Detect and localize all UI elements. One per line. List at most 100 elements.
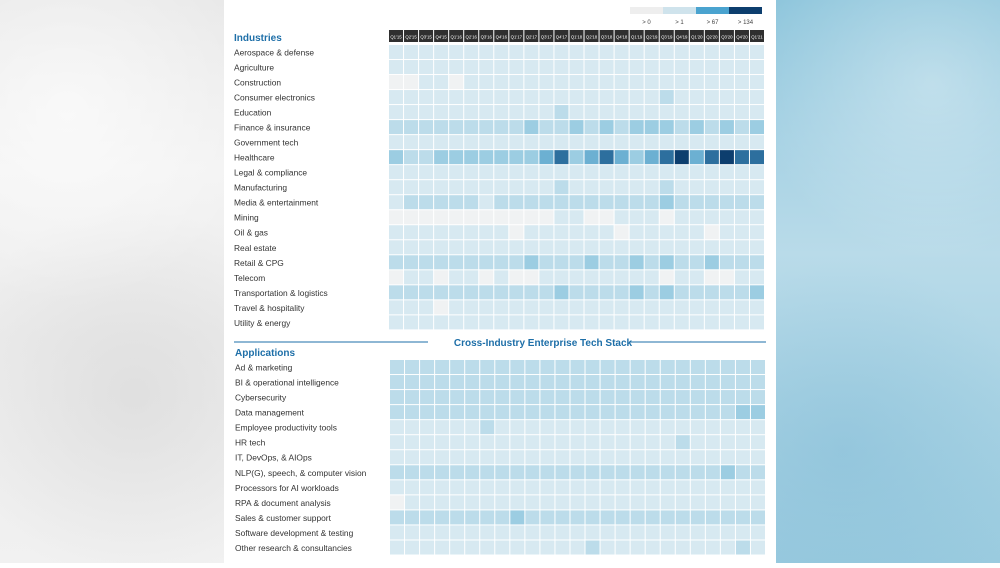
heatmap-cell [689,135,704,150]
heatmap-cell [539,165,554,180]
heatmap-cell [644,300,659,315]
heatmap-cell [720,420,735,435]
heatmap-cell [719,165,734,180]
heatmap-cell [479,240,494,255]
heatmap-cell [539,225,554,240]
row-label-consumer-electronics: Consumer electronics [234,93,315,103]
heatmap-cell [719,60,734,75]
heatmap-cell [554,150,569,165]
heatmap-cell [614,165,629,180]
heatmap-cell [465,495,480,510]
heatmap-cell [465,510,480,525]
heatmap-cell [630,375,645,390]
heatmap-cell [524,255,539,270]
heatmap-cell [600,495,615,510]
heatmap-cell [479,195,494,210]
heatmap-cell [419,90,434,105]
heatmap-cell [540,405,555,420]
heatmap-cell [614,135,629,150]
heatmap-cell [584,75,599,90]
heatmap-cell [614,150,629,165]
period-label: Q2'20 [706,35,718,40]
heatmap-cell [389,135,404,150]
heatmap-cell [630,525,645,540]
row-label-transportation-logistics: Transportation & logistics [234,288,328,298]
heatmap-cell [689,165,704,180]
heatmap-cell [720,375,735,390]
heatmap-cell [464,45,479,60]
heatmap-cell [689,225,704,240]
heatmap-cell [599,165,614,180]
row-label-healthcare: Healthcare [234,153,275,163]
period-header-cell [674,30,689,42]
heatmap-cell [464,270,479,285]
heatmap-cell [734,105,749,120]
heatmap-cell [585,450,600,465]
heatmap-cell [389,270,404,285]
heatmap-cell [645,435,660,450]
heatmap-cell [720,525,735,540]
heatmap-cell [434,60,449,75]
heatmap-cell [690,390,705,405]
heatmap-cell [404,75,419,90]
heatmap-cell [734,255,749,270]
heatmap-cell [674,150,689,165]
heatmap-cell [554,45,569,60]
heatmap-cell [750,540,765,555]
heatmap-cell [555,375,570,390]
heatmap-cell [419,150,434,165]
heatmap-cell [600,465,615,480]
period-header-cell [389,30,404,42]
period-header-cell [539,30,554,42]
heatmap-cell [674,105,689,120]
heatmap-cell [435,525,450,540]
heatmap-cell [404,225,419,240]
heatmap-cell [614,120,629,135]
heatmap-cell [389,105,404,120]
heatmap-cell [630,480,645,495]
heatmap-cell [554,240,569,255]
heatmap-cell [479,300,494,315]
heatmap-cell [599,120,614,135]
heatmap-cell [629,90,644,105]
heatmap-cell [419,105,434,120]
heatmap-cell [449,45,464,60]
heatmap-cell [509,120,524,135]
heatmap-cell [570,495,585,510]
heatmap-cell [734,180,749,195]
heatmap-cell [405,420,420,435]
row-label-it-devops-aiops: IT, DevOps, & AIOps [235,453,312,463]
heatmap-cell [630,465,645,480]
heatmap-cell [629,240,644,255]
heatmap-cell [660,525,675,540]
heatmap-cell [719,150,734,165]
heatmap-cell [735,525,750,540]
heatmap-cell [734,285,749,300]
period-header-cell [749,30,764,42]
heatmap-cell [509,225,524,240]
heatmap-cell [464,255,479,270]
heatmap-cell [465,465,480,480]
heatmap-cell [584,135,599,150]
heatmap-cell [585,510,600,525]
heatmap-cell [630,495,645,510]
period-label: Q4'19 [676,35,688,40]
heatmap-cell [719,180,734,195]
row-label-utility-energy: Utility & energy [234,318,291,328]
period-header-cell [614,30,629,42]
heatmap-cell [644,195,659,210]
period-header: Q1'15 Q2'15 Q3'15 Q4'15 Q1'16 Q2'16 Q3'16 Q4'16… [389,30,764,42]
heatmap-cell [450,465,465,480]
heatmap-cell [419,45,434,60]
heatmap-cell [554,105,569,120]
heatmap-cell [674,180,689,195]
heatmap-cell [614,225,629,240]
heatmap-cell [480,510,495,525]
heatmap-cell [510,405,525,420]
row-label-real-estate: Real estate [234,243,277,253]
heatmap-cell [599,210,614,225]
heatmap-cell [405,465,420,480]
heatmap-cell [644,285,659,300]
heatmap-cell [390,375,405,390]
heatmap-cell [480,525,495,540]
